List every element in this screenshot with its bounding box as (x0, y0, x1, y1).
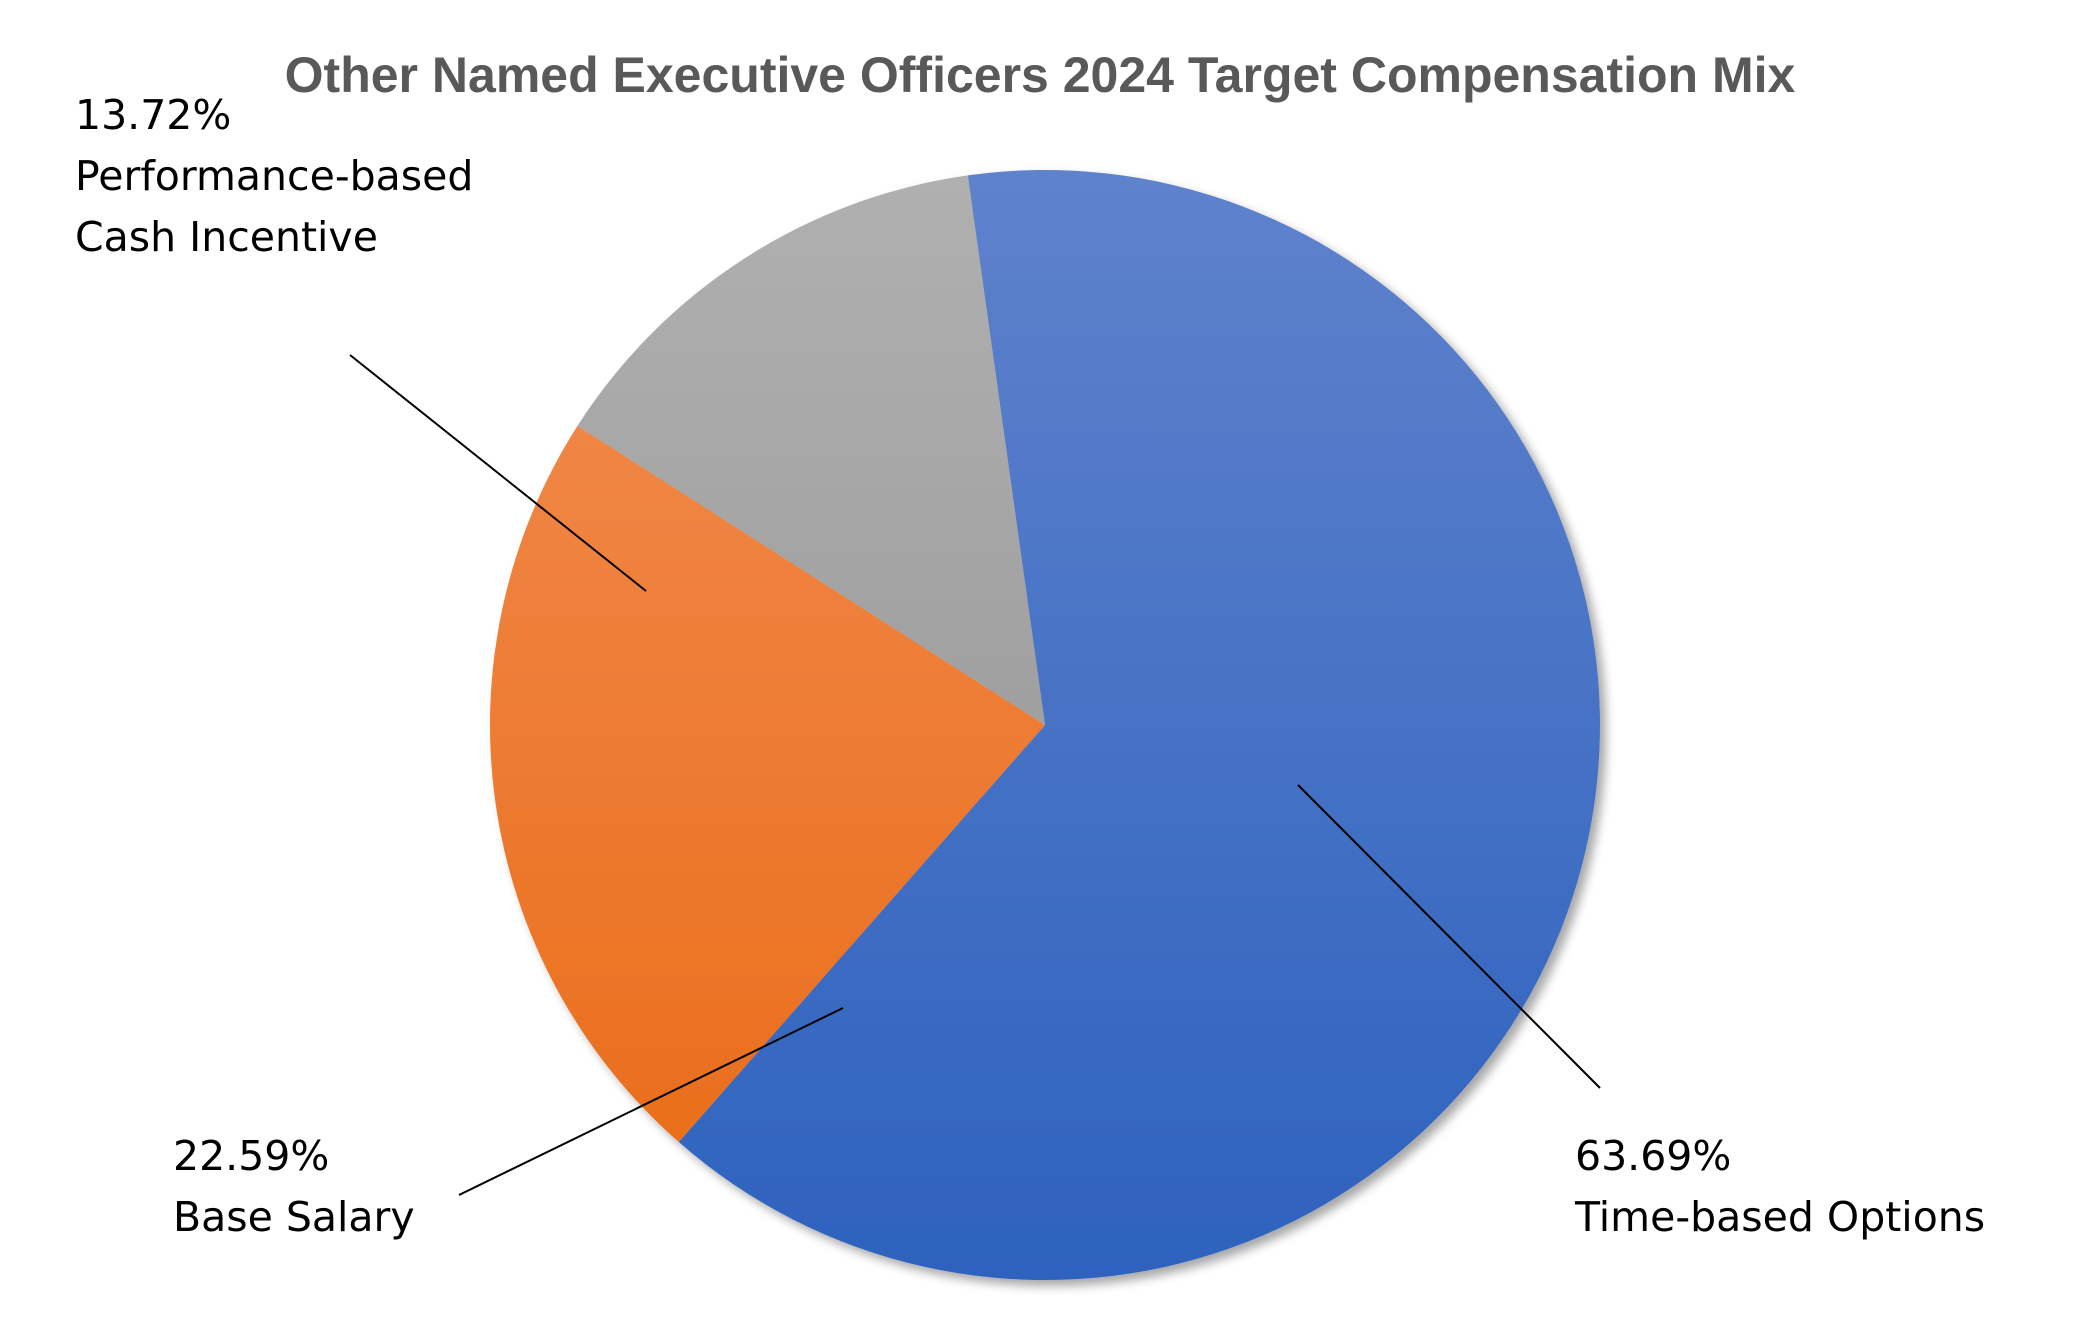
data-label-value: 13.72% (75, 91, 231, 139)
pie-labels: 63.69% Time-based Options 22.59% Base Salar… (75, 91, 1985, 1241)
chart-title: Other Named Executive Officers 2024 Targ… (285, 47, 1796, 103)
data-label-category: Time-based Options (1574, 1193, 1985, 1241)
data-label-category: Base Salary (173, 1193, 415, 1241)
pie-slice-performance-based-cash-incentive (577, 175, 1045, 725)
leader-line (458, 1007, 844, 1196)
data-label-value: 22.59% (173, 1132, 329, 1180)
pie-slice-base-salary (489, 425, 1045, 1143)
data-label-category: Performance-based (75, 152, 473, 200)
pie-slices (489, 169, 1601, 1280)
data-label-value: 63.69% (1575, 1132, 1731, 1180)
leader-line (1297, 784, 1601, 1089)
data-label-category: Cash Incentive (75, 213, 378, 261)
leader-line (349, 354, 647, 592)
pie-slice-time-based-options (678, 169, 1601, 1280)
